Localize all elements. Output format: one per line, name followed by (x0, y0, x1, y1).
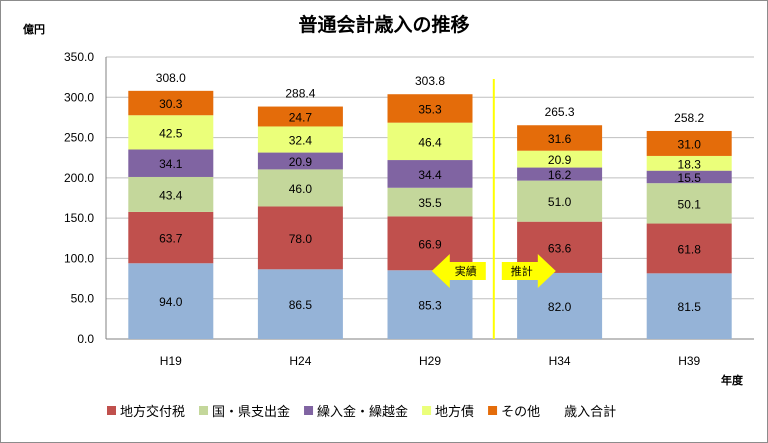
legend-label: 国・県支出金 (212, 404, 290, 420)
data-label: 32.4 (289, 134, 313, 148)
data-label: 34.1 (159, 157, 183, 171)
bar-segment (646, 130, 732, 156)
data-label: 46.4 (418, 135, 442, 149)
data-label: 63.7 (159, 232, 183, 246)
data-label: 42.5 (159, 126, 183, 140)
bar-segment (646, 155, 732, 171)
bar-segment (128, 90, 214, 116)
bar-segment (517, 150, 603, 168)
bar-segment (517, 180, 603, 222)
bar-segment (517, 125, 603, 151)
x-tick-label: H24 (289, 354, 311, 368)
total-label: 265.3 (545, 105, 575, 119)
x-tick-label: H34 (549, 354, 571, 368)
bar-segment (128, 149, 214, 177)
legend-swatch (422, 406, 432, 415)
data-label: 15.5 (678, 171, 702, 185)
total-label: 303.8 (415, 74, 445, 88)
data-label: 85.3 (418, 299, 442, 313)
y-tick-label: 50.0 (71, 292, 95, 306)
bar-segment (128, 211, 214, 264)
data-label: 31.0 (678, 137, 702, 151)
legend-swatch (304, 406, 314, 415)
y-tick-label: 150.0 (64, 211, 94, 225)
y-tick-label: 100.0 (64, 251, 94, 265)
bar-segment (517, 167, 603, 181)
legend-swatch (107, 406, 116, 415)
x-tick-label: H39 (678, 354, 700, 368)
bar-segment (128, 176, 214, 212)
data-label: 94.0 (159, 295, 183, 309)
x-axis-label: 年度 (721, 373, 744, 387)
bar-segment (646, 273, 732, 339)
data-label: 46.0 (289, 182, 313, 196)
data-label: 35.3 (418, 102, 442, 116)
bar-segment (387, 187, 473, 217)
total-label: 258.2 (674, 111, 704, 125)
bar-segment (257, 169, 343, 207)
data-label: 20.9 (289, 155, 313, 169)
x-tick-label: H29 (419, 354, 441, 368)
legend-label: 地方交付税 (120, 404, 185, 420)
actual-label: 実績 (455, 264, 477, 278)
data-label: 20.9 (548, 153, 572, 167)
legend-label: 地方債 (435, 404, 474, 420)
bar-segment (257, 152, 343, 170)
y-tick-label: 0.0 (77, 332, 94, 346)
data-label: 78.0 (289, 232, 313, 246)
bar-segment (387, 216, 473, 271)
total-label: 288.4 (285, 87, 315, 101)
data-label: 50.1 (678, 197, 702, 211)
bar-segment (646, 170, 732, 184)
bar-segment (387, 94, 473, 123)
bar-segment (387, 160, 473, 188)
y-axis-label: 億円 (23, 22, 45, 36)
bar-segment (387, 122, 473, 161)
data-label: 16.2 (548, 168, 572, 182)
data-label: 24.7 (289, 111, 313, 125)
bar-segment (517, 272, 603, 339)
legend-label: 繰入金・繰越金 (317, 404, 408, 420)
data-label: 35.5 (418, 196, 442, 210)
bar-segment (257, 126, 343, 153)
data-label: 61.8 (678, 242, 702, 256)
data-label: 31.6 (548, 132, 572, 146)
bar-segment (646, 183, 732, 224)
actual-arrow (431, 254, 486, 288)
bar-segment (128, 115, 214, 150)
y-tick-label: 350.0 (64, 50, 94, 64)
data-label: 34.4 (418, 168, 442, 182)
legend-label: その他 (501, 405, 540, 420)
chart-title: 普通会計歳入の推移 (298, 13, 469, 36)
bar-segment (257, 206, 343, 270)
data-label: 86.5 (289, 298, 313, 312)
data-label: 43.4 (159, 188, 183, 202)
bar-segment (387, 270, 473, 339)
data-label: 66.9 (418, 237, 442, 251)
bar-segment (128, 263, 214, 339)
data-label: 82.0 (548, 300, 572, 314)
forecast-arrow (501, 254, 556, 288)
y-tick-label: 250.0 (64, 131, 94, 145)
data-label: 51.0 (548, 195, 572, 209)
legend-swatch (488, 406, 498, 415)
data-label: 30.3 (159, 97, 183, 111)
bar-segment (646, 223, 732, 274)
y-tick-label: 300.0 (64, 90, 94, 104)
total-label: 308.0 (156, 71, 186, 85)
legend-swatch (199, 406, 209, 415)
data-label: 63.6 (548, 241, 572, 255)
bar-segment (257, 106, 343, 127)
data-label: 81.5 (678, 300, 702, 314)
x-tick-label: H19 (160, 354, 182, 368)
forecast-label: 推計 (511, 264, 533, 278)
bar-segment (257, 269, 343, 339)
data-label: 18.3 (678, 157, 702, 171)
legend-label: 歳入合計 (564, 404, 616, 420)
y-tick-label: 200.0 (64, 171, 94, 185)
